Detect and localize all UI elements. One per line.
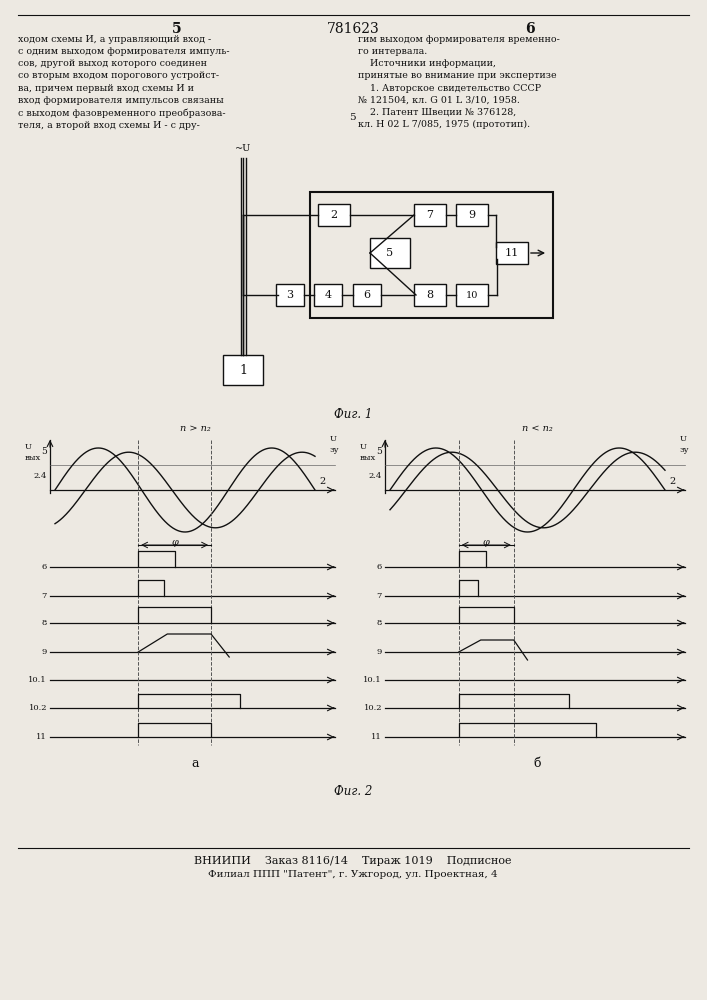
Text: 6: 6: [377, 563, 382, 571]
Text: 8: 8: [42, 619, 47, 627]
Text: 11: 11: [36, 733, 47, 741]
Text: а: а: [192, 757, 199, 770]
Text: 2.4: 2.4: [368, 472, 382, 480]
Text: 9: 9: [469, 210, 476, 220]
Text: n < n₂: n < n₂: [522, 424, 553, 433]
Text: 2: 2: [670, 478, 676, 487]
Text: 2.4: 2.4: [34, 472, 47, 480]
Text: 6: 6: [525, 22, 534, 36]
Text: 2: 2: [330, 210, 337, 220]
Text: 1: 1: [239, 363, 247, 376]
Text: 11: 11: [371, 733, 382, 741]
Text: U
зу: U зу: [680, 435, 689, 454]
Text: U
вых: U вых: [360, 443, 376, 462]
Bar: [353, 284, 381, 306]
Text: Фиг. 1: Фиг. 1: [334, 408, 372, 421]
Text: 10: 10: [466, 290, 478, 300]
Bar: [318, 204, 350, 226]
Bar: [414, 204, 446, 226]
Bar: [370, 238, 410, 268]
Text: φ: φ: [171, 538, 178, 547]
Text: 5: 5: [387, 248, 394, 258]
Text: 8: 8: [377, 619, 382, 627]
Text: φ: φ: [483, 538, 490, 547]
Text: U
зу: U зу: [330, 435, 339, 454]
Bar: [456, 204, 488, 226]
Text: 8: 8: [426, 290, 433, 300]
Text: n > n₂: n > n₂: [180, 424, 211, 433]
Text: 9: 9: [42, 648, 47, 656]
Text: 5: 5: [41, 448, 47, 456]
Text: 5: 5: [376, 448, 382, 456]
Bar: [456, 284, 488, 306]
Text: 2: 2: [320, 478, 326, 487]
Text: Фиг. 2: Фиг. 2: [334, 785, 372, 798]
Text: U
вых: U вых: [25, 443, 41, 462]
Text: 6: 6: [42, 563, 47, 571]
Text: 11: 11: [505, 248, 519, 258]
Text: б: б: [534, 757, 542, 770]
Text: 10.2: 10.2: [363, 704, 382, 712]
Text: 6: 6: [363, 290, 370, 300]
Text: 9: 9: [377, 648, 382, 656]
Text: 5: 5: [173, 22, 182, 36]
Text: Филиал ППП "Патент", г. Ужгород, ул. Проектная, 4: Филиал ППП "Патент", г. Ужгород, ул. Про…: [208, 870, 498, 879]
Text: гим выходом формирователя временно-
го интервала.
    Источники информации,
прин: гим выходом формирователя временно- го и…: [358, 35, 560, 129]
Text: ходом схемы И, а управляющий вход -
с одним выходом формирователя импуль-
сов, д: ходом схемы И, а управляющий вход - с од…: [18, 35, 230, 130]
Text: 10.1: 10.1: [28, 676, 47, 684]
Text: ВНИИПИ    Заказ 8116/14    Тираж 1019    Подписное: ВНИИПИ Заказ 8116/14 Тираж 1019 Подписно…: [194, 856, 512, 866]
Bar: [314, 284, 342, 306]
Text: 781623: 781623: [327, 22, 380, 36]
Bar: [496, 242, 528, 264]
Text: ~U: ~U: [235, 144, 251, 153]
Text: 5: 5: [349, 113, 356, 122]
Text: 10.1: 10.1: [363, 676, 382, 684]
Text: 7: 7: [42, 592, 47, 600]
Text: 3: 3: [286, 290, 293, 300]
Bar: [276, 284, 304, 306]
Bar: [414, 284, 446, 306]
Bar: [223, 355, 263, 385]
Bar: [310, 192, 553, 318]
Text: 4: 4: [325, 290, 332, 300]
Text: 7: 7: [377, 592, 382, 600]
Text: 7: 7: [426, 210, 433, 220]
Text: 10.2: 10.2: [28, 704, 47, 712]
